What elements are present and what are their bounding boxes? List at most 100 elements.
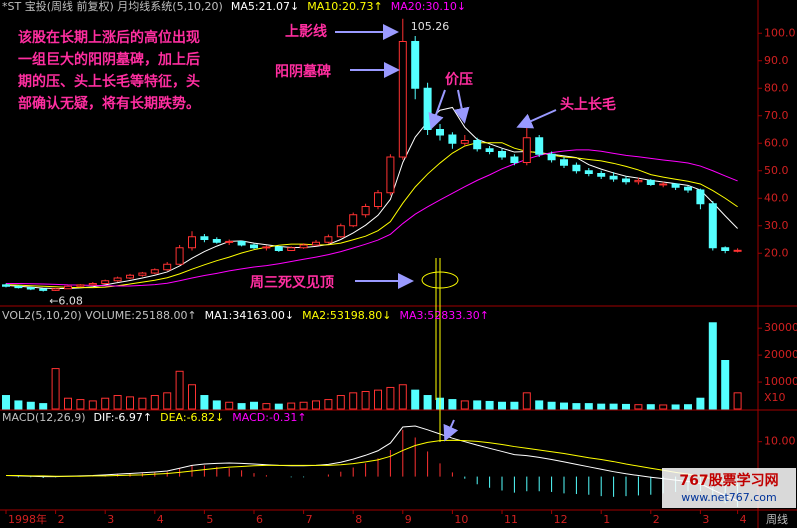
volume-bar bbox=[448, 399, 457, 410]
x-tick-label: 7 bbox=[306, 513, 313, 526]
volume-bar bbox=[609, 403, 618, 410]
unit-label: X10 bbox=[764, 391, 786, 404]
candle-body bbox=[386, 156, 395, 194]
candle-body bbox=[584, 170, 593, 174]
description: 一组巨大的阳阴墓碑，加上后 bbox=[18, 51, 200, 68]
candle-body bbox=[485, 148, 494, 152]
candle-body bbox=[609, 175, 618, 180]
x-tick-label: 4 bbox=[157, 513, 164, 526]
candle-body bbox=[547, 153, 556, 161]
volume-bar bbox=[250, 401, 258, 410]
candle-body bbox=[733, 249, 742, 252]
ma-line bbox=[5, 142, 738, 289]
candle-body bbox=[237, 240, 246, 246]
candle-body bbox=[150, 269, 159, 274]
candle-body bbox=[14, 285, 23, 289]
legend-entry: DIF:-6.97↑ bbox=[94, 411, 153, 424]
legend-entry: MA1:34163.00↓ bbox=[205, 309, 294, 322]
candle-body bbox=[659, 183, 668, 186]
volume-bar bbox=[200, 395, 209, 410]
legend-entry: MA10:20.73↑ bbox=[307, 0, 382, 13]
x-tick-label: 1998年 bbox=[8, 512, 47, 526]
candle-body bbox=[299, 244, 308, 249]
candle-body bbox=[708, 203, 717, 249]
y-tick-label: 20.0 bbox=[764, 246, 789, 259]
y-tick-label: 30.0 bbox=[764, 219, 789, 232]
x-tick-label: 3 bbox=[702, 513, 709, 526]
arrow bbox=[443, 419, 459, 442]
volume-bar bbox=[398, 384, 407, 410]
ma-line bbox=[6, 439, 738, 487]
x-tick-label: 11 bbox=[504, 513, 518, 526]
volume-bar bbox=[138, 397, 147, 410]
volume-bar bbox=[150, 395, 159, 410]
arrow bbox=[453, 89, 470, 124]
volume-bar bbox=[411, 389, 420, 410]
description: 部确认无疑，将有长期跌势。 bbox=[18, 95, 200, 112]
volume-bar bbox=[386, 386, 395, 410]
annotation: 周三死叉见顶 bbox=[250, 275, 334, 291]
candle-body bbox=[460, 140, 469, 144]
x-tick-label: 2 bbox=[653, 513, 660, 526]
volume-bar bbox=[634, 404, 643, 410]
period-label: 周线 bbox=[766, 512, 788, 526]
y-tick-label: 10000 bbox=[764, 375, 797, 388]
y-tick-label: 50.0 bbox=[764, 164, 789, 177]
candle-body bbox=[126, 274, 134, 279]
candle-body bbox=[423, 87, 432, 130]
x-tick-label: 8 bbox=[355, 513, 362, 526]
volume-bar bbox=[88, 400, 97, 410]
candle-body bbox=[597, 173, 606, 177]
x-tick-label: 4 bbox=[740, 513, 747, 526]
ma-line bbox=[5, 425, 738, 502]
candle-body bbox=[684, 186, 692, 191]
candle-body bbox=[572, 164, 581, 172]
volume-bar bbox=[547, 401, 556, 410]
volume-bar bbox=[584, 403, 593, 410]
legend-entry: MA20:30.10↓ bbox=[391, 0, 466, 13]
y-tick-label: 90.0 bbox=[764, 54, 789, 67]
ma-line bbox=[5, 106, 738, 289]
legend-entry: MA5:21.07↓ bbox=[231, 0, 299, 13]
volume-bar bbox=[684, 404, 692, 410]
candle-body bbox=[113, 277, 122, 282]
x-tick-label: 3 bbox=[107, 513, 114, 526]
candle-body bbox=[188, 236, 196, 249]
x-tick-label: 2 bbox=[58, 513, 65, 526]
annotation: 阳阴墓碑 bbox=[275, 63, 331, 80]
candle-body bbox=[2, 284, 10, 287]
candle-body bbox=[163, 263, 172, 271]
y-tick-label: 40.0 bbox=[764, 191, 789, 204]
candle-body bbox=[374, 192, 382, 207]
description: 期的压、头上长毛等特征，头 bbox=[18, 73, 200, 90]
candle-body bbox=[39, 288, 48, 291]
volume-bar bbox=[646, 404, 655, 410]
candle-body bbox=[312, 241, 320, 246]
volume-bar bbox=[39, 403, 48, 410]
volume-bar bbox=[510, 401, 519, 410]
candle-body bbox=[696, 189, 705, 205]
volume-bar bbox=[361, 390, 370, 410]
volume-bar bbox=[721, 360, 730, 410]
x-tick-label: 6 bbox=[256, 513, 263, 526]
volume-bar bbox=[76, 399, 85, 410]
volume-bar bbox=[485, 400, 494, 410]
legend-entry: DEA:-6.82↓ bbox=[160, 411, 224, 424]
y-tick-label: 80.0 bbox=[764, 81, 789, 94]
annotation: 价压 bbox=[445, 72, 473, 88]
volume-bar bbox=[659, 404, 668, 410]
x-tick-label: 1 bbox=[603, 513, 610, 526]
candle-body bbox=[510, 156, 519, 163]
arrow bbox=[516, 109, 557, 129]
y-tick-label: 60.0 bbox=[764, 136, 789, 149]
volume-bar bbox=[274, 403, 283, 410]
volume-bar bbox=[671, 404, 680, 410]
volume-bar bbox=[708, 322, 717, 410]
volume-bar bbox=[237, 403, 246, 410]
candle-body bbox=[324, 236, 333, 243]
y-tick-label: 20000 bbox=[764, 348, 797, 361]
candle-body bbox=[671, 183, 680, 188]
high-label: 105.26 bbox=[411, 20, 450, 33]
candle-body bbox=[522, 137, 531, 163]
